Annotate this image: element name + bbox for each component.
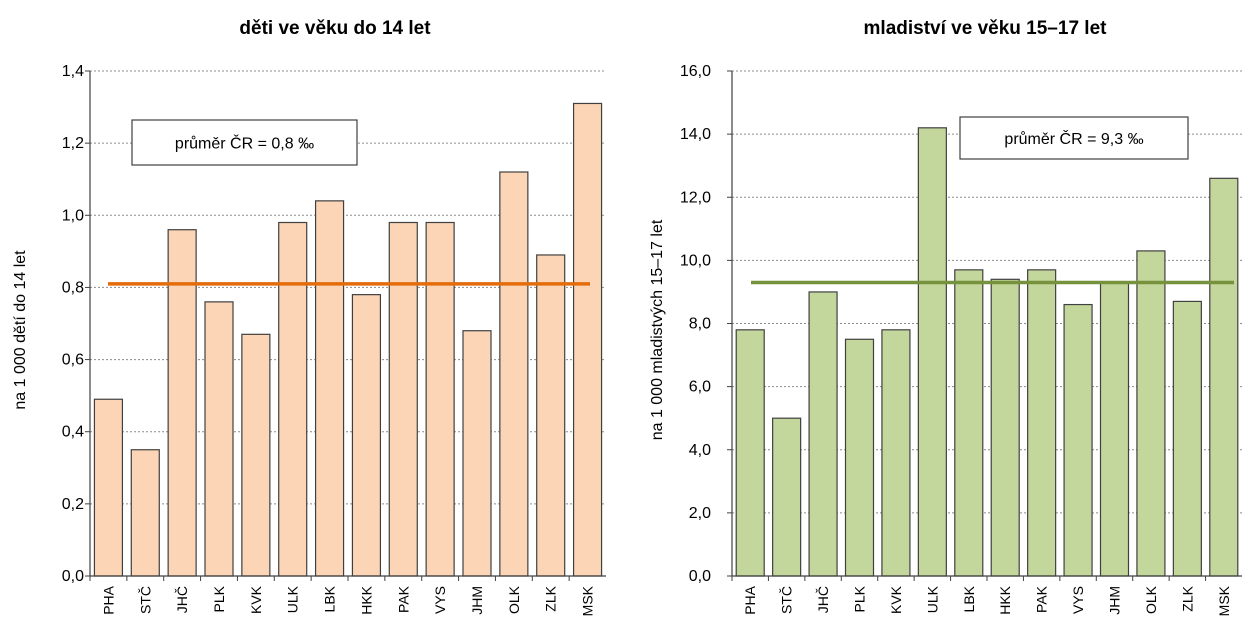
x-tick-label: ZLK (543, 585, 559, 611)
x-tick-label: VYS (1070, 586, 1086, 614)
y-tick-label: 4,0 (689, 442, 711, 459)
y-tick-label: 14,0 (680, 126, 711, 143)
y-axis-label: na 1 000 dětí do 14 let (12, 250, 29, 410)
bar-vys (1063, 303, 1093, 577)
bar-zlk (1172, 300, 1202, 577)
bar-kvk (881, 329, 911, 577)
average-label: průměr ČR = 0,8 ‰ (175, 134, 314, 153)
x-tick-label: JHČ (815, 586, 831, 613)
y-tick-label: 10,0 (680, 252, 711, 269)
x-tick-label: ULK (285, 585, 301, 613)
average-label: průměr ČR = 9,3 ‰ (1004, 129, 1143, 148)
bar-jhm (1099, 281, 1130, 577)
x-tick-label: STČ (779, 586, 795, 614)
bar-ulk (278, 221, 308, 577)
bar-jhč (167, 229, 197, 577)
bar-jhm (462, 330, 492, 577)
average-label-box (131, 119, 358, 166)
bar-stč (130, 449, 160, 577)
bar-olk (499, 171, 529, 577)
bar-olk (1136, 250, 1166, 577)
y-tick-label: 0,2 (62, 496, 84, 513)
bar-pha (735, 329, 765, 577)
x-tick-label: JHČ (174, 586, 190, 613)
x-tick-label: PHA (742, 585, 758, 614)
bar-stč (772, 417, 802, 577)
x-tick-label: JHM (1107, 586, 1123, 615)
x-tick-label: PLK (211, 585, 227, 612)
bar-kvk (241, 333, 271, 577)
bar-pak (388, 221, 418, 577)
x-tick-label: PAK (1034, 585, 1050, 613)
bar-msk (1209, 177, 1239, 577)
bar-lbk (314, 200, 345, 577)
average-label-box (959, 116, 1189, 160)
x-tick-label: HKK (358, 585, 374, 614)
bar-zlk (536, 254, 566, 577)
x-tick-label: PHA (100, 585, 116, 614)
x-tick-label: LBK (961, 585, 977, 612)
bar-plk (204, 301, 234, 577)
chart-title: děti ve věku do 14 let (239, 18, 431, 39)
chart-plot-youth: 0,0 2,0 4,0 6,0 8,0 10,0 12,0 14,0 16,0 PHA STČ JHČ… (680, 63, 1242, 616)
bar-pak (1027, 269, 1057, 577)
x-tick-label: MSK (580, 585, 596, 616)
y-tick-label: 0,4 (62, 424, 84, 441)
x-tick-label: VYS (432, 586, 448, 614)
y-axis-label: na 1 000 mladistvých 15–17 let (649, 219, 666, 440)
bar-jhč (808, 291, 838, 577)
x-tick-label: PAK (395, 585, 411, 613)
x-tick-label: MSK (1216, 585, 1232, 616)
y-tick-label: 0,0 (62, 568, 84, 585)
chart-title: mladiství ve věku 15–17 let (864, 18, 1108, 39)
y-tick-label: 8,0 (689, 316, 711, 333)
x-tick-label: KVK (248, 585, 264, 614)
x-tick-label: PLK (852, 585, 868, 612)
bar-hkk (990, 278, 1020, 577)
bar-pha (93, 398, 124, 577)
bar-hkk (351, 294, 382, 577)
y-tick-label: 6,0 (689, 379, 711, 396)
y-tick-label: 1,2 (62, 135, 84, 152)
chart-plot-children: 0,0 0,2 0,4 0,6 0,8 1,0 1,2 1,4 PHA STČ JHČ PLK KVK U… (62, 63, 606, 616)
y-tick-label: 0,6 (62, 352, 84, 369)
x-tick-label: ZLK (1179, 585, 1195, 611)
y-tick-label: 2,0 (689, 505, 711, 522)
y-tick-label: 0,8 (62, 279, 84, 296)
x-tick-label: LBK (322, 585, 338, 612)
y-tick-label: 1,4 (62, 63, 84, 80)
x-tick-label: JHM (469, 586, 485, 615)
y-tick-label: 12,0 (680, 189, 711, 206)
y-tick-label: 0,0 (689, 568, 711, 585)
bar-vys (425, 221, 455, 577)
bar-ulk (917, 127, 947, 577)
x-tick-label: OLK (506, 585, 522, 614)
y-tick-label: 1,0 (62, 207, 84, 224)
bar-lbk (954, 269, 984, 577)
y-tick-label: 16,0 (680, 63, 711, 80)
x-tick-label: KVK (888, 585, 904, 614)
bar-plk (844, 338, 875, 577)
bar-msk (572, 102, 603, 577)
x-tick-label: OLK (1143, 585, 1159, 614)
x-tick-label: ULK (924, 585, 940, 613)
x-tick-label: STČ (137, 586, 153, 614)
x-tick-label: HKK (997, 585, 1013, 614)
